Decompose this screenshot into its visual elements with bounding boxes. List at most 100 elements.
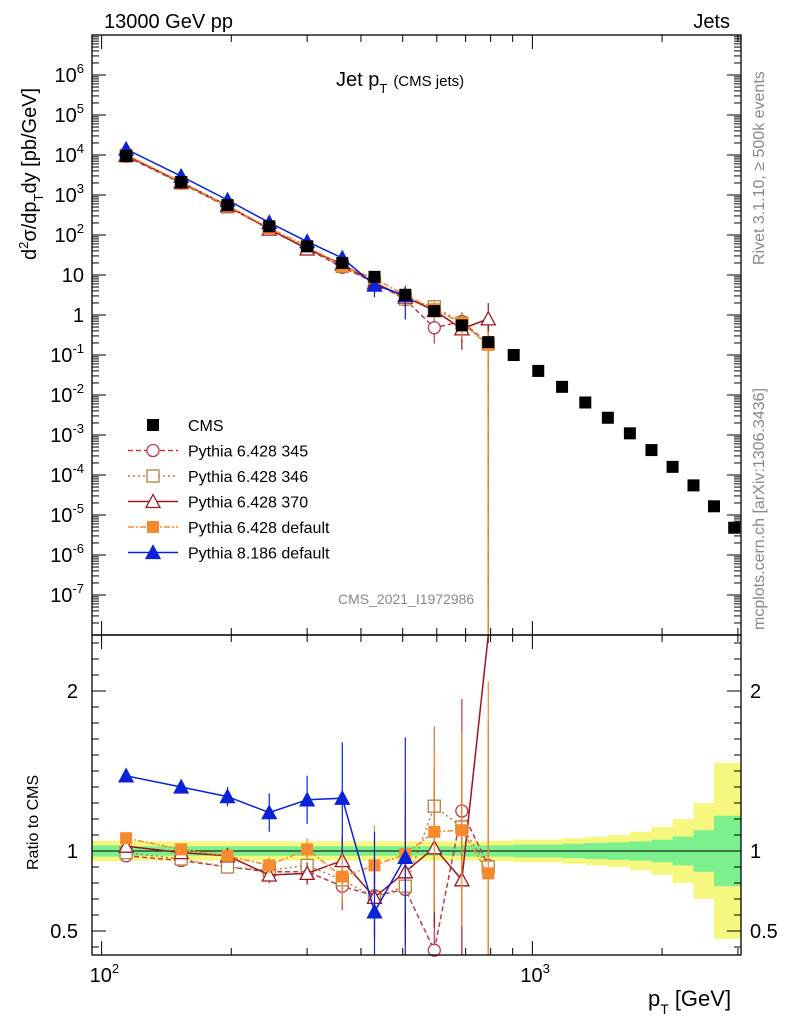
cms-data-point: [368, 270, 381, 283]
ratio-point: [299, 791, 316, 807]
legend-item: Pythia 8.186 default: [128, 544, 330, 563]
series-line-main: [125, 154, 490, 635]
cms-data-point: [175, 176, 188, 189]
cms-data-point: [482, 336, 495, 349]
cms-data-point: [623, 427, 636, 440]
cms-data-point: [532, 364, 545, 377]
cms-data-point: [687, 479, 700, 492]
y-tick-label: 102: [55, 221, 84, 247]
ratio-point: [299, 865, 316, 881]
data-point: [366, 276, 383, 292]
ratio-point: [263, 859, 276, 872]
ratio-point: [173, 778, 190, 794]
cms-data-point: [263, 220, 276, 233]
legend-marker: [144, 544, 162, 560]
legend-item: Pythia 6.428 default: [128, 520, 330, 537]
legend-item: Pythia 6.428 370: [128, 493, 308, 512]
ratio-tick-label: 2: [67, 681, 78, 703]
ratio-point: [261, 804, 278, 820]
rivet-version-label: Rivet 3.1.10, ≥ 500k events: [751, 71, 768, 265]
legend-label: Pythia 6.428 345: [188, 444, 308, 461]
ratio-point: [427, 943, 441, 957]
ratio-point: [397, 849, 414, 865]
cms-data-point: [556, 380, 569, 393]
legend-marker: [146, 443, 160, 458]
y-tick-label: 10-2: [50, 381, 84, 407]
ratio-tick-label-right: 2: [750, 681, 761, 703]
legend-label: Pythia 6.428 346: [188, 469, 308, 486]
cms-data-point: [728, 521, 741, 534]
ratio-tick-label: 0.5: [50, 921, 78, 943]
legend-label: CMS: [188, 418, 224, 435]
series-line-ratio: [125, 775, 406, 914]
series-cms: [120, 149, 741, 534]
y-tick-label: 10-4: [50, 461, 84, 487]
ratio-point: [455, 824, 468, 837]
legend-item: CMS: [147, 418, 224, 435]
y-tick-label: 10-3: [50, 421, 84, 447]
ratio-uncertainty-band: [92, 763, 741, 939]
y-tick-label: 1: [73, 305, 84, 327]
ratio-point: [220, 860, 235, 874]
ratio-tick-label: 1: [67, 841, 78, 863]
y-tick-label: 106: [55, 61, 84, 87]
chart-title: Jet pT (CMS jets): [336, 69, 464, 96]
mcplots-label: mcplots.cern.ch [arXiv:1306.3436]: [751, 388, 768, 630]
x-tick-label: 103: [520, 961, 549, 987]
ratio-point: [301, 843, 314, 856]
ratio-tick-label-right: 1: [750, 841, 761, 863]
ratio-point: [482, 867, 495, 880]
cms-data-point: [601, 411, 614, 424]
legend-marker: [146, 469, 160, 483]
legend-label: Pythia 6.428 370: [188, 495, 308, 512]
cms-data-point: [120, 149, 133, 162]
cms-data-point: [301, 240, 314, 253]
ratio-point: [118, 837, 135, 853]
series-line-main: [125, 155, 490, 635]
legend-label: Pythia 6.428 default: [188, 520, 330, 537]
ratio-y-axis-label: Ratio to CMS: [25, 775, 42, 870]
series-layer: [118, 140, 741, 957]
cms-data-point: [666, 460, 679, 473]
data-point: [480, 310, 497, 326]
legend-label: Pythia 8.186 default: [188, 546, 330, 563]
series-line-ratio: [125, 829, 490, 955]
y-tick-label: 10-1: [50, 341, 84, 367]
cms-data-point: [645, 444, 658, 457]
ratio-frame: [91, 634, 742, 956]
ratio-tick-label-right: 0.5: [750, 921, 778, 943]
ratio-point: [334, 789, 351, 805]
ratio-point: [366, 903, 383, 919]
y-tick-label: 103: [55, 181, 84, 207]
ratio-point: [221, 849, 234, 862]
cms-data-point: [707, 500, 720, 513]
series-line-main: [125, 155, 490, 635]
ratio-point: [336, 870, 349, 883]
cms-data-point: [579, 396, 592, 409]
cms-data-point: [399, 288, 412, 301]
main-y-axis-label: d2σ/dpTdy [pb/GeV]: [16, 88, 46, 260]
ratio-point: [120, 832, 133, 845]
data-point: [427, 321, 441, 335]
legend: CMS Pythia 6.428 345 Pythia 6.428 346 Pythi…: [128, 418, 330, 563]
y-tick-label: 10-6: [50, 541, 84, 567]
cms-data-point: [428, 305, 441, 318]
legend-item: Pythia 6.428 346: [128, 469, 308, 486]
legend-marker: [144, 493, 162, 509]
legend-marker: [147, 521, 159, 533]
header-process: 13000 GeV pp: [104, 11, 233, 33]
ratio-point: [428, 825, 441, 838]
y-tick-label: 105: [55, 101, 84, 127]
y-tick-label: 10: [62, 265, 84, 287]
legend-item: Pythia 6.428 345: [128, 444, 308, 461]
cms-data-point: [455, 319, 468, 332]
ratio-point: [175, 843, 188, 856]
cms-data-point: [507, 349, 520, 361]
cms-data-point: [221, 199, 234, 212]
ratio-point: [118, 767, 135, 783]
series-line-main: [125, 153, 490, 635]
legend-marker: [147, 419, 159, 431]
cms-data-point: [336, 256, 349, 269]
y-tick-label: 104: [55, 141, 84, 167]
